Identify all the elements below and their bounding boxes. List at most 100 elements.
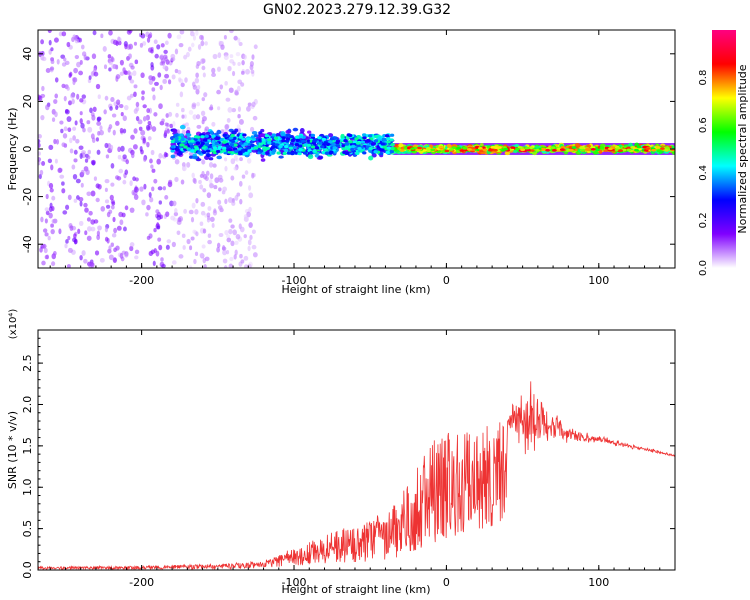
spectrogram-cell bbox=[191, 172, 195, 179]
spectrogram-cell bbox=[240, 82, 245, 87]
spectrogram-cell bbox=[152, 94, 156, 101]
spectrogram-cell bbox=[226, 237, 232, 243]
snr-panel: -200 -100 0 100 0.0 0.5 1.0 1.5 2.0 2.5 Height o… bbox=[6, 309, 676, 596]
spectrogram-cell bbox=[262, 146, 267, 150]
spectrogram-cell bbox=[283, 148, 289, 152]
spectrogram-cell bbox=[41, 56, 47, 62]
spectrogram-cell bbox=[267, 138, 272, 142]
spectrogram-cell bbox=[216, 246, 220, 253]
spectrogram-cell bbox=[503, 147, 509, 151]
spectrogram-cell bbox=[272, 149, 277, 153]
spectrogram-cell bbox=[580, 148, 586, 152]
spectrogram-cell bbox=[117, 154, 122, 160]
spectrogram-cell bbox=[38, 142, 41, 148]
colorbar-tick-label: 0.0 bbox=[698, 260, 709, 276]
spectrogram-cell bbox=[321, 137, 327, 141]
spectrogram-cell bbox=[72, 126, 77, 131]
spectrogram-cell bbox=[80, 44, 85, 50]
spectrogram-cell bbox=[73, 149, 78, 155]
spectrogram-cell bbox=[126, 95, 132, 101]
spectrogram-cell bbox=[222, 245, 226, 251]
spectrogram-cell bbox=[40, 114, 45, 121]
spectrogram-cell bbox=[169, 123, 174, 129]
spectrogram-cell bbox=[110, 56, 114, 63]
spectrogram-cell bbox=[127, 70, 131, 76]
spectrogram-cell bbox=[302, 151, 308, 155]
spectrogram-cell bbox=[111, 201, 116, 206]
spectrogram-cell bbox=[93, 71, 99, 77]
spectrogram-cell bbox=[223, 35, 227, 40]
spectrogram-cell bbox=[148, 75, 153, 81]
colorbar-tick-label: 0.4 bbox=[698, 165, 709, 181]
spectrogram-cell bbox=[211, 72, 216, 77]
spectrogram-cell bbox=[229, 143, 235, 147]
spectrogram-cell bbox=[62, 210, 68, 215]
spectrogram-cell bbox=[196, 61, 201, 66]
spectrogram-cell bbox=[68, 100, 72, 106]
spectrogram-cell bbox=[53, 37, 59, 43]
spectrogram-cell bbox=[191, 103, 197, 110]
spectrogram-cell bbox=[38, 160, 41, 166]
spectrogram-cell bbox=[153, 178, 158, 184]
x-tick-label: -100 bbox=[282, 274, 307, 287]
spectrogram-cell bbox=[230, 224, 235, 229]
spectrogram-cell bbox=[212, 150, 217, 155]
spectrogram-cell bbox=[149, 197, 154, 203]
spectrogram-cell bbox=[38, 134, 42, 139]
spectrogram-cell bbox=[227, 65, 232, 72]
spectrogram-cell bbox=[172, 128, 178, 133]
spectrogram-cell bbox=[251, 244, 257, 250]
spectrogram-cell bbox=[86, 120, 91, 125]
spectrogram-cell bbox=[178, 254, 184, 259]
spectrogram-cell bbox=[109, 106, 113, 111]
spectrogram-cell bbox=[61, 142, 66, 147]
spectrogram-cell bbox=[232, 61, 236, 66]
spectrogram-cell bbox=[201, 244, 206, 249]
spectrogram-cell bbox=[149, 158, 153, 164]
spectrogram-cell bbox=[159, 214, 163, 220]
spectrogram-cell bbox=[79, 152, 83, 159]
spectrogram-cell bbox=[202, 228, 207, 234]
spectrogram-cell bbox=[192, 84, 198, 90]
spectrogram-cell bbox=[196, 124, 202, 129]
spectrogram-y-label: Frequency (Hz) bbox=[6, 108, 19, 191]
spectrogram-cell bbox=[65, 204, 70, 210]
spectrogram-cell bbox=[151, 87, 156, 92]
spectrogram-cell bbox=[150, 164, 154, 169]
spectrogram-cell bbox=[212, 146, 218, 150]
spectrogram-cell bbox=[224, 81, 228, 86]
spectrogram-cell bbox=[107, 54, 112, 59]
spectrogram-cell bbox=[124, 169, 129, 175]
spectrogram-cell bbox=[141, 90, 145, 95]
spectrogram-cell bbox=[204, 256, 210, 262]
spectrogram-cell bbox=[253, 134, 259, 138]
spectrogram-cells bbox=[38, 30, 675, 268]
spectrogram-cell bbox=[251, 137, 257, 142]
spectrogram-cell bbox=[651, 148, 657, 152]
snr-y-multiplier: (x10⁴) bbox=[8, 309, 19, 340]
spectrogram-cell bbox=[184, 122, 189, 127]
spectrogram-cell bbox=[174, 176, 179, 183]
spectrogram-cell bbox=[271, 133, 277, 137]
spectrogram-cell bbox=[54, 77, 59, 83]
spectrogram-cell bbox=[174, 139, 179, 144]
spectrogram-cell bbox=[194, 77, 200, 84]
spectrogram-cell bbox=[171, 260, 177, 265]
spectrogram-cell bbox=[119, 71, 125, 76]
spectrogram-cell bbox=[290, 152, 295, 156]
spectrogram-cell bbox=[162, 78, 168, 85]
spectrogram-cell bbox=[218, 232, 224, 238]
spectrogram-cell bbox=[490, 146, 496, 149]
y-tick-label: 1.5 bbox=[21, 437, 34, 455]
spectrogram-cell bbox=[374, 135, 379, 139]
spectrogram-cell bbox=[139, 186, 144, 192]
spectrogram-cell bbox=[234, 91, 239, 96]
spectrogram-cell bbox=[69, 137, 73, 144]
spectrogram-cell bbox=[73, 238, 78, 245]
spectrogram-cell bbox=[87, 126, 93, 133]
spectrogram-cell bbox=[86, 217, 91, 222]
spectrogram-cell bbox=[362, 151, 367, 155]
spectrogram-cell bbox=[51, 117, 56, 122]
spectrogram-cell bbox=[74, 38, 79, 44]
spectrogram-cell bbox=[232, 70, 236, 77]
